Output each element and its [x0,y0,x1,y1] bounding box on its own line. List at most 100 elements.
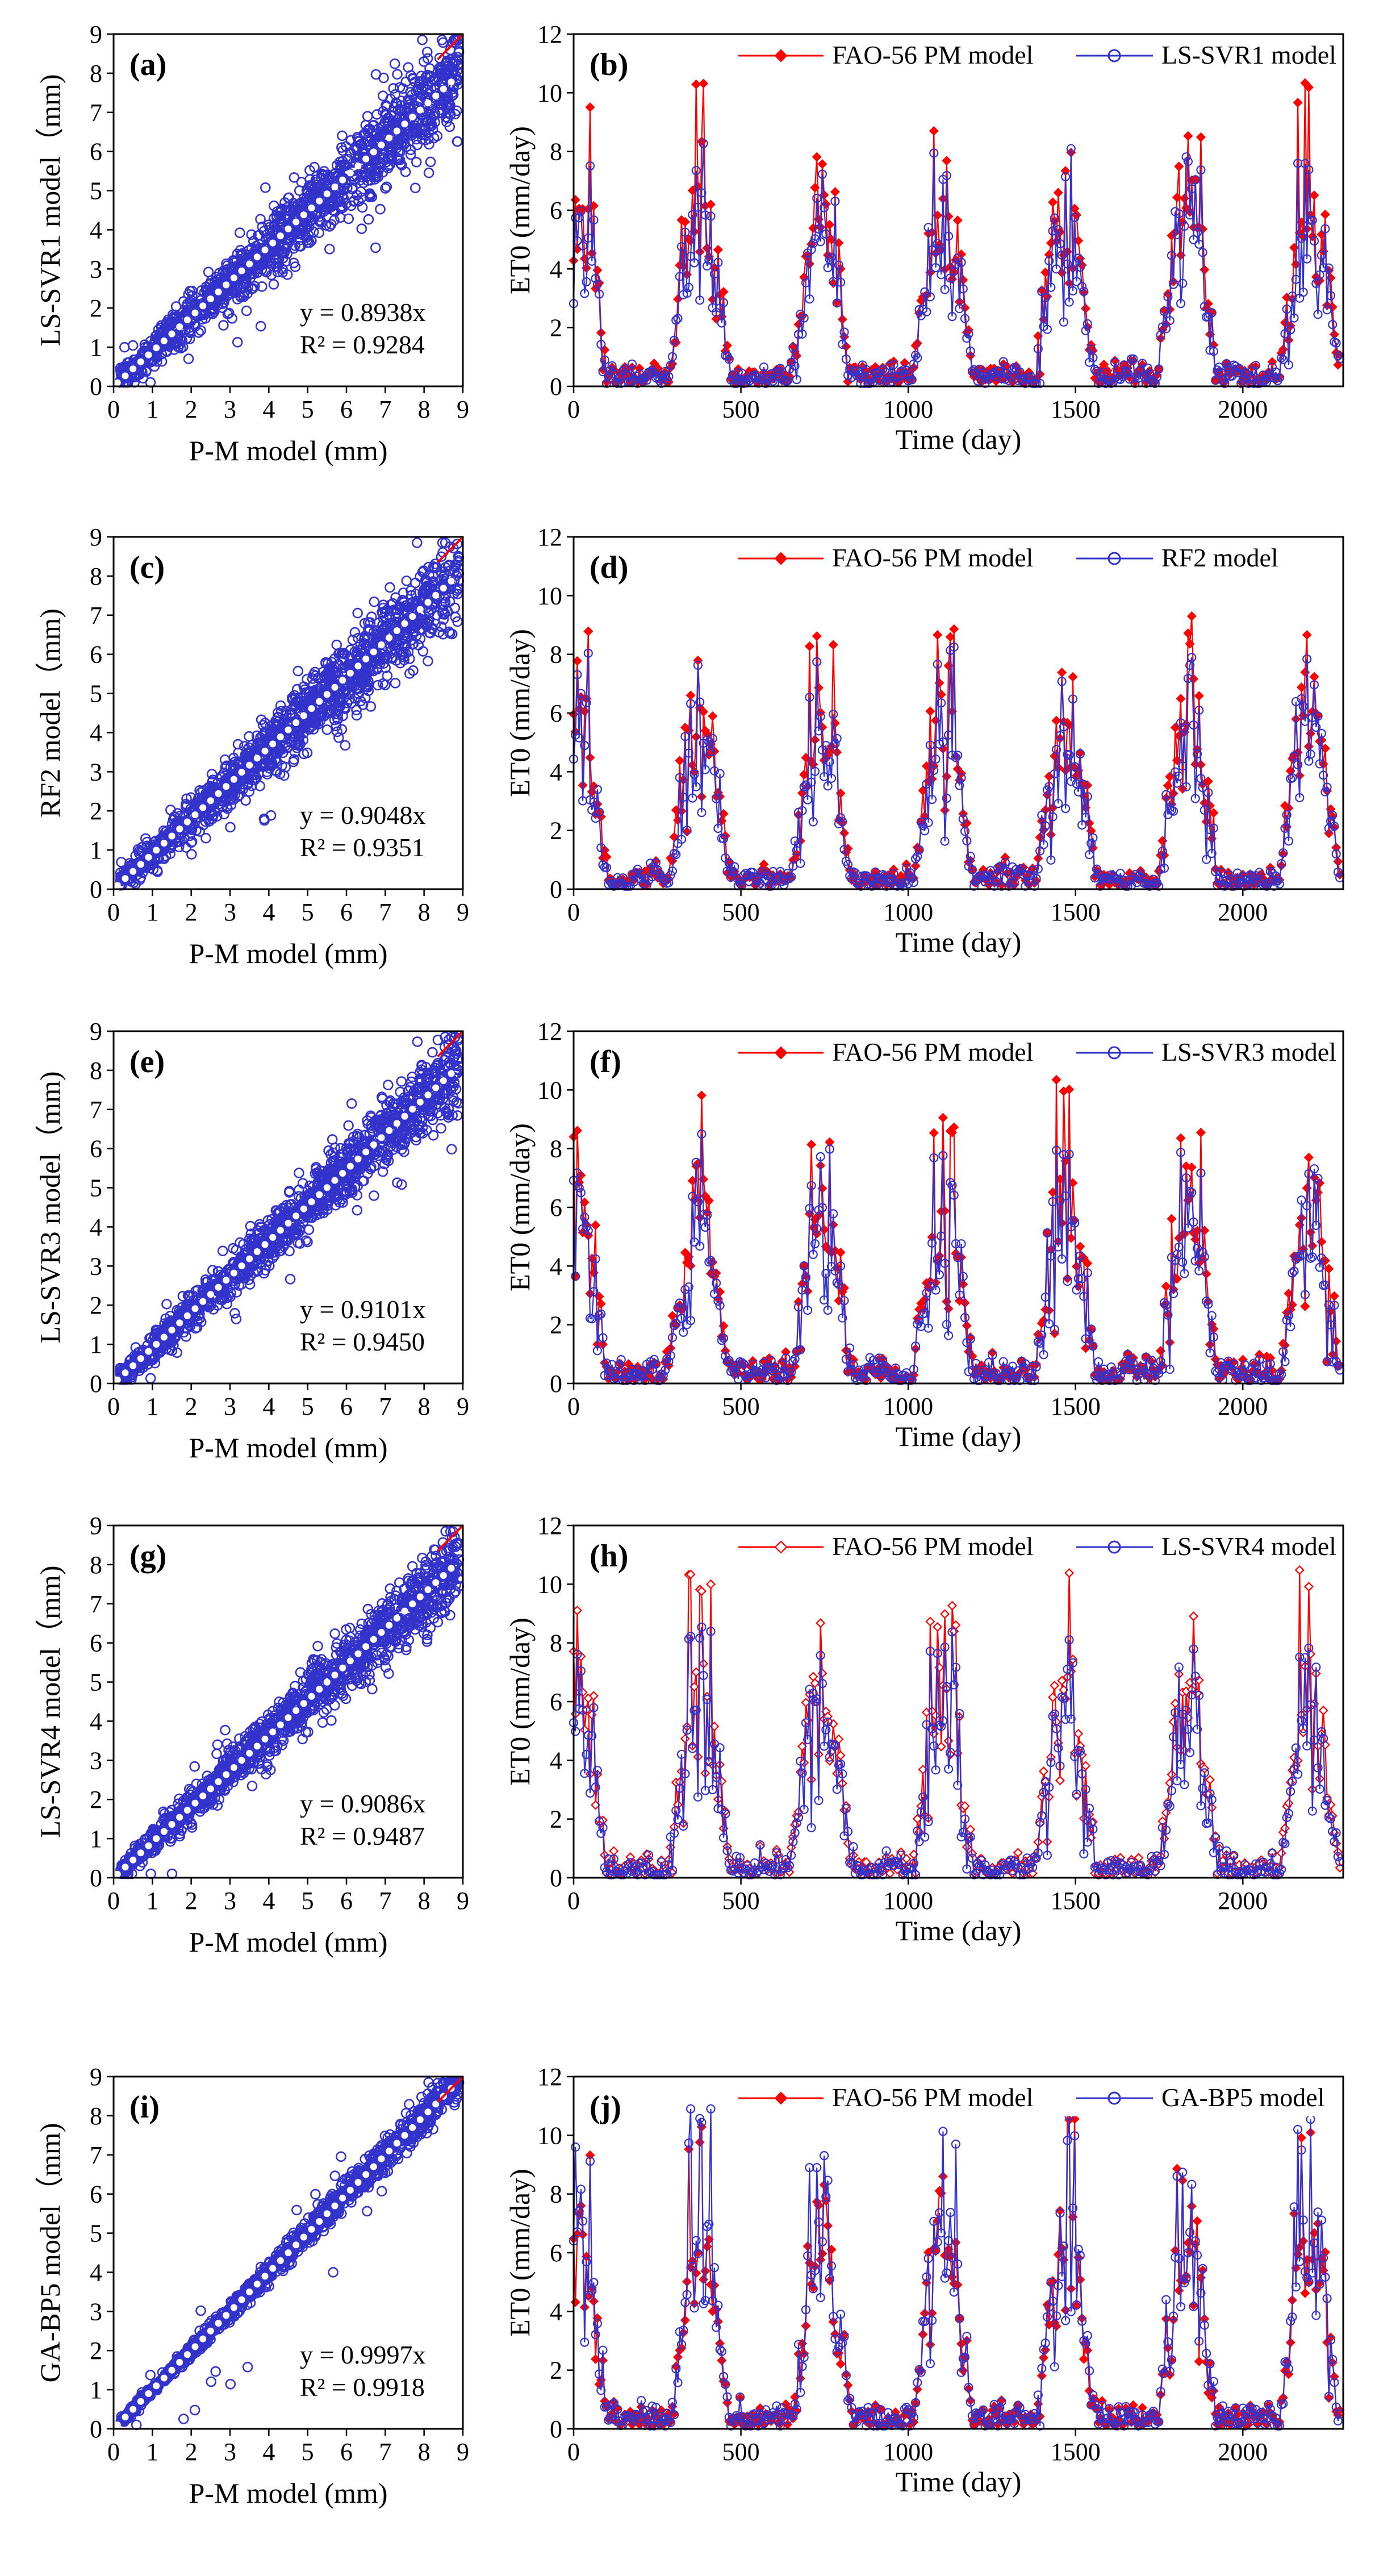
fit-line-dot [246,1256,253,1262]
scatter-point [338,131,347,140]
r-squared: R² = 0.9284 [300,330,425,359]
scatter-y-tick-label: 4 [90,1213,102,1241]
fit-line-dot [355,662,362,669]
scatter-x-tick-label: 5 [302,395,314,423]
scatter-point [128,341,137,350]
fit-line-dot [394,627,400,634]
fit-line-dot [161,1334,168,1341]
fit-line-dot [332,684,338,691]
scatter-y-tick-label: 6 [90,1135,102,1163]
scatter-x-tick-label: 6 [340,1393,353,1420]
scatter-point [219,321,228,330]
scatter-point [353,608,362,618]
scatter-y-tick-label: 2 [90,294,102,322]
fit-line-dot [176,1319,183,1326]
fit-line-dot [153,1341,160,1348]
scatter-point [364,215,373,224]
scatter-point [232,1315,241,1324]
scatter-y-tick-label: 1 [90,1331,102,1358]
fit-line-dot [378,1134,385,1141]
scatter-y-tick-label: 5 [90,680,102,708]
scatter-point [241,796,250,805]
fit-line-dot [355,1156,362,1162]
fit-line-dot [332,184,338,190]
scatter-y-tick-label: 2 [90,1291,102,1319]
scatter-point [332,640,341,649]
fit-line-dot [262,748,269,755]
r-squared: R² = 0.9450 [300,1327,425,1356]
fit-line-dot [378,141,385,148]
scatter-point [389,84,398,93]
scatter-point [218,1247,227,1256]
fit-line-dot [409,613,416,620]
fit-line-dot [402,1113,408,1120]
fit-line-dot [308,705,315,712]
fit-line-dot [339,677,346,683]
fit-line-dot [169,1327,175,1333]
fit-line-dot [285,226,292,232]
scatter-point [357,224,366,234]
fit-line-dot [199,302,206,309]
x-axis-title: P-M model (mm) [189,435,388,466]
scatter-point [162,1299,171,1308]
fit-line-dot [231,1270,237,1277]
scatter-point [233,337,242,347]
fit-line-dot [409,1106,416,1112]
scatter-y-tick-label: 2 [90,797,102,825]
fit-line-dot [448,578,455,585]
scatter-x-tick-label: 3 [224,395,236,423]
fit-line-dot [355,162,362,169]
fit-line-dot [277,733,284,740]
fit-line-dot [269,240,276,247]
fit-line-dot [440,86,447,93]
fit-line-dot [137,1355,144,1362]
fit-line-dot [192,1305,199,1312]
scatter-x-tick-label: 4 [262,898,275,926]
y-axis-title: LS-SVR3 model（mm) [34,1071,66,1343]
scatter-point [412,538,421,547]
scatter-x-tick-label: 1 [146,898,158,926]
scatter-x-tick-label: 8 [418,1393,431,1420]
scatter-point [419,647,428,656]
scatter-x-tick-label: 3 [224,1393,236,1420]
fit-line-dot [417,606,424,613]
scatter-point [423,657,432,666]
fit-line-dot [440,1077,447,1084]
scatter-point [353,1206,362,1215]
fit-line-dot [300,211,307,218]
scatter-point [294,1169,303,1178]
scatter-point [242,306,251,315]
fit-line-dot [254,253,261,260]
fit-line-dot [339,1170,346,1177]
scatter-x-tick-label: 5 [302,1393,314,1420]
fit-line-dot [215,790,222,797]
scatter-point [314,1641,323,1650]
fit-line-dot [129,868,136,875]
scatter-point [424,168,433,177]
fit-line-dot [386,635,392,641]
scatter-point [184,355,193,364]
y-axis-title: RF2 model（mm) [34,608,66,818]
scatter-point [327,1716,336,1725]
fit-line-dot [324,691,331,698]
scatter-point [256,322,265,331]
fit-line-dot [246,261,253,268]
scatter-point [428,1048,437,1057]
fit-line-dot [129,1362,136,1369]
fit-line-dot [145,1348,152,1355]
fit-line-dot [262,1241,269,1248]
scatter-x-tick-label: 0 [107,1393,120,1420]
scatter-point [450,603,459,612]
scatter-point [369,1191,378,1201]
scatter-y-tick-label: 8 [90,60,102,87]
fit-line-dot [277,1227,284,1233]
fit-line-dot [409,114,416,120]
scatter-point [390,59,399,68]
fit-line-dot [347,169,354,176]
scatter-point [418,35,427,44]
scatter-y-tick-label: 1 [90,334,102,361]
scatter-y-tick-label: 4 [90,719,102,747]
scatter-point [286,1274,295,1283]
fit-line-dot [308,205,315,211]
